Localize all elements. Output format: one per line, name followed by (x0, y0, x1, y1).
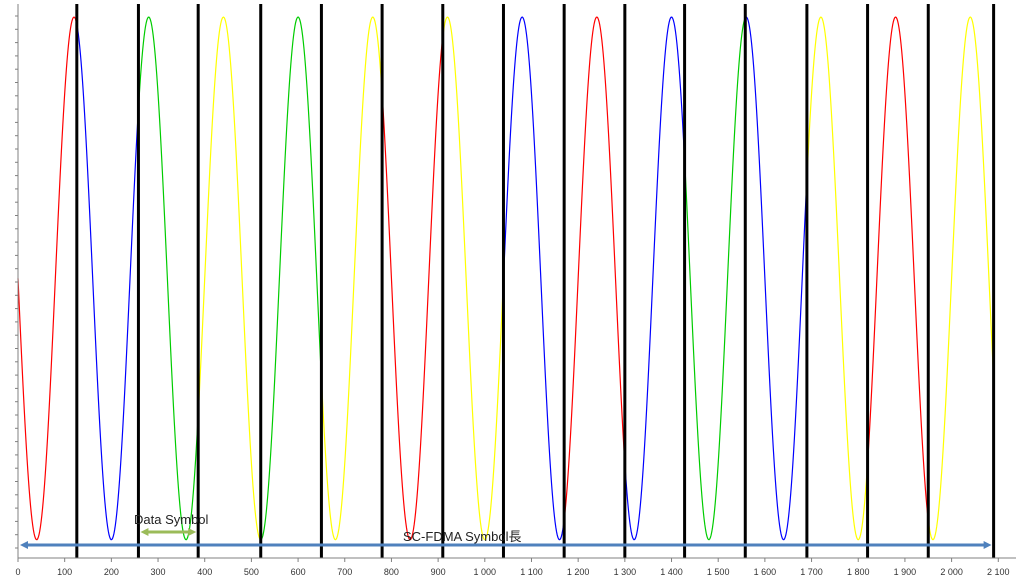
y-ticks (15, 15, 18, 549)
waveform-segment-7 (381, 36, 444, 541)
symbol-boundaries (75, 4, 996, 558)
x-tick-label: 900 (431, 567, 446, 577)
x-tick-label: 2 100 (987, 567, 1010, 577)
x-tick-label: 1 200 (567, 567, 590, 577)
x-tick-label: 100 (57, 567, 72, 577)
x-tick-label: 2 000 (940, 567, 963, 577)
waveform-segment-1 (17, 16, 78, 541)
x-tick-label: 1 300 (614, 567, 637, 577)
waveform-segment-6 (320, 16, 383, 541)
waveform-segment-2 (76, 24, 140, 541)
waveform-segment-12 (683, 17, 746, 541)
waveform-series (17, 16, 995, 541)
x-tick-label: 800 (384, 567, 399, 577)
x-tick-label: 1 600 (754, 567, 777, 577)
axes (17, 4, 1016, 559)
x-tick-label: 300 (151, 567, 166, 577)
annotations: Data Symbol SC-FDMA Symbol長 (20, 512, 992, 549)
waveform-segment-16 (927, 16, 995, 541)
x-tick-label: 400 (197, 567, 212, 577)
x-tick-label: 0 (15, 567, 20, 577)
waveform-segment-10 (563, 16, 626, 520)
x-tick-label: 1 800 (847, 567, 870, 577)
waveform-segment-5 (260, 16, 323, 541)
waveform-segment-14 (806, 16, 869, 541)
waveform-segment-3 (137, 16, 199, 541)
x-ticks: 0 100 200 300 400 500 600 700 800 900 1 000 1 100 1 … (15, 558, 1010, 577)
scfdma-symbol-label: SC-FDMA Symbol長 (403, 529, 521, 544)
x-tick-label: 1 400 (660, 567, 683, 577)
waveform-segment-4 (197, 16, 262, 541)
x-tick-label: 600 (291, 567, 306, 577)
x-tick-label: 700 (337, 567, 352, 577)
x-tick-label: 500 (244, 567, 259, 577)
x-tick-label: 1 900 (894, 567, 917, 577)
x-tick-label: 200 (104, 567, 119, 577)
waveform-segment-13 (744, 16, 808, 541)
x-tick-label: 1 700 (800, 567, 823, 577)
waveform-segment-9 (502, 16, 565, 541)
waveform-segment-15 (866, 16, 929, 520)
waveform-segment-11 (624, 16, 686, 541)
x-tick-label: 1 500 (707, 567, 730, 577)
waveform-segment-8 (442, 16, 505, 541)
x-tick-label: 1 000 (474, 567, 497, 577)
x-tick-label: 1 100 (520, 567, 543, 577)
data-symbol-label: Data Symbol (134, 512, 209, 527)
